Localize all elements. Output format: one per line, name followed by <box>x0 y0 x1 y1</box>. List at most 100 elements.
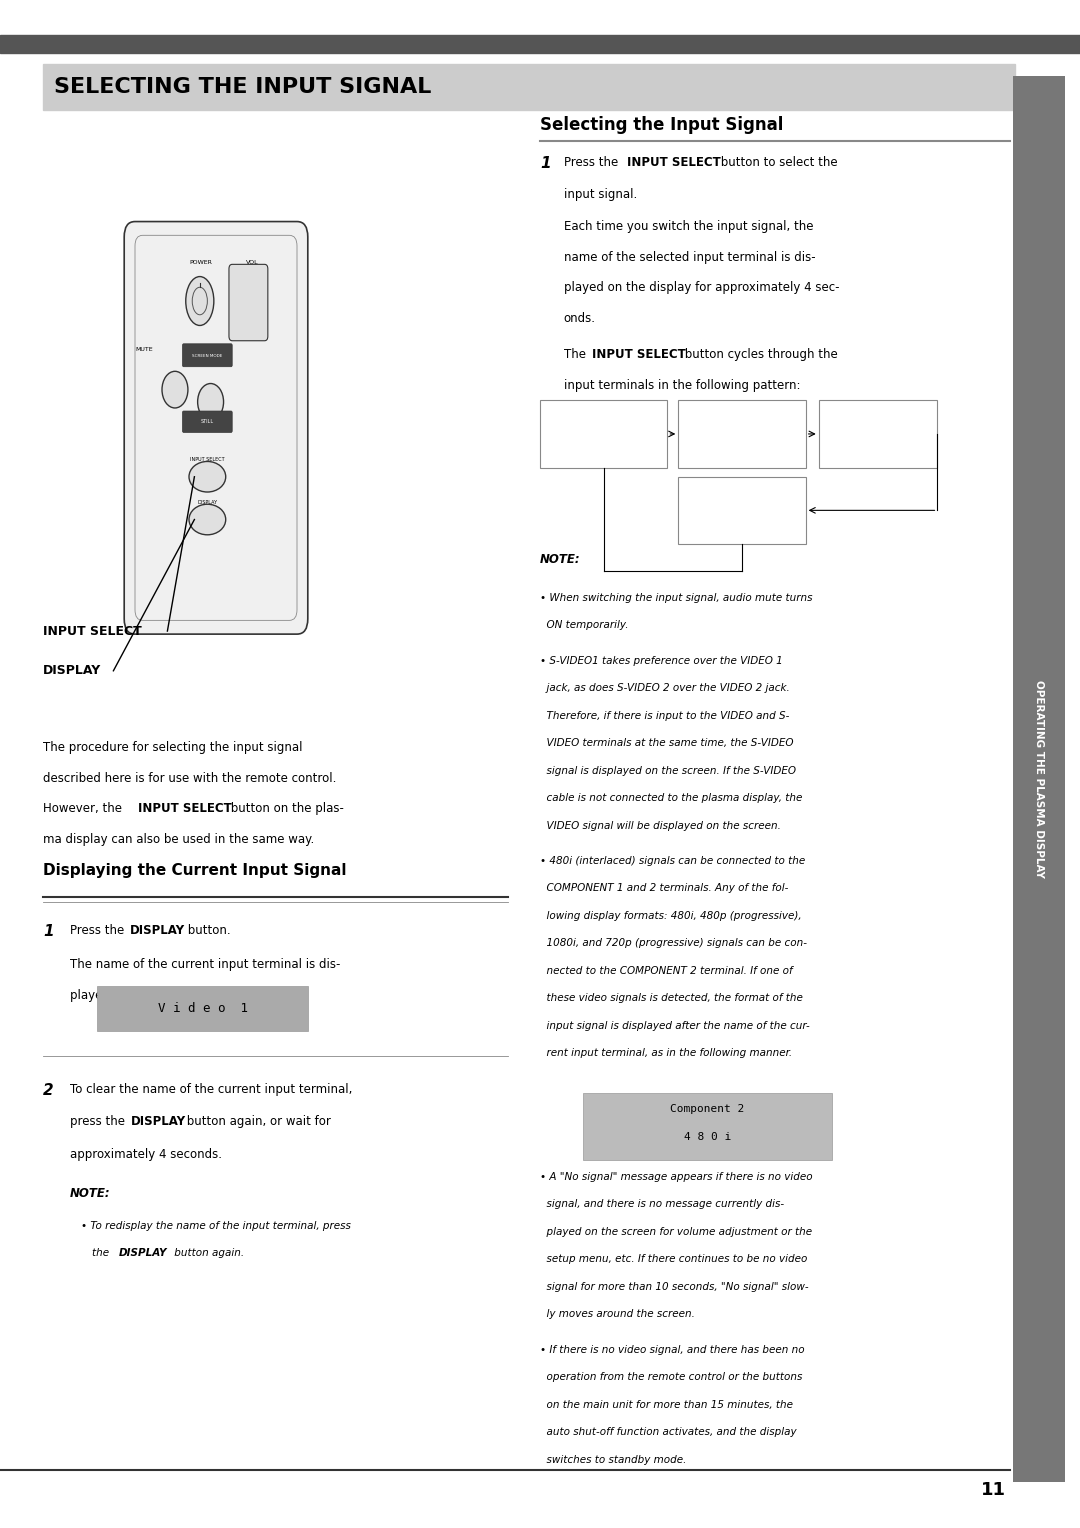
Text: ma display can also be used in the same way.: ma display can also be used in the same … <box>43 833 314 847</box>
Bar <box>678 400 806 468</box>
Text: played on the screen for volume adjustment or the: played on the screen for volume adjustme… <box>540 1227 812 1238</box>
Text: operation from the remote control or the buttons: operation from the remote control or the… <box>540 1372 802 1383</box>
Text: Component 2: Component 2 <box>671 1105 744 1114</box>
Text: • 480i (interlaced) signals can be connected to the: • 480i (interlaced) signals can be conne… <box>540 856 806 866</box>
Text: POWER: POWER <box>189 260 212 264</box>
Text: signal, and there is no message currently dis-: signal, and there is no message currentl… <box>540 1199 784 1210</box>
Text: INPUT SELECT: INPUT SELECT <box>627 156 721 170</box>
Ellipse shape <box>189 504 226 535</box>
Text: OPERATING THE PLASMA DISPLAY: OPERATING THE PLASMA DISPLAY <box>1034 680 1044 879</box>
Text: cable is not connected to the plasma display, the: cable is not connected to the plasma dis… <box>540 793 802 804</box>
FancyBboxPatch shape <box>183 344 232 367</box>
Text: rent input terminal, as in the following manner.: rent input terminal, as in the following… <box>540 1048 792 1059</box>
Text: Each time you switch the input signal, the: Each time you switch the input signal, t… <box>564 220 813 234</box>
Text: onds.: onds. <box>564 312 596 325</box>
Text: • If there is no video signal, and there has been no: • If there is no video signal, and there… <box>540 1345 805 1355</box>
Text: To clear the name of the current input terminal,: To clear the name of the current input t… <box>70 1083 352 1097</box>
Text: played on the screen.: played on the screen. <box>70 989 199 1002</box>
Text: The name of the current input terminal is dis-: The name of the current input terminal i… <box>70 958 340 972</box>
Text: DISPLAY: DISPLAY <box>43 665 102 677</box>
Text: INPUT SELECT: INPUT SELECT <box>592 348 686 362</box>
Text: COMPONENT 1 and 2 terminals. Any of the fol-: COMPONENT 1 and 2 terminals. Any of the … <box>540 883 788 894</box>
Bar <box>0 35 1080 53</box>
Text: DISPLAY: DISPLAY <box>119 1248 167 1259</box>
Text: auto shut-off function activates, and the display: auto shut-off function activates, and th… <box>540 1427 797 1438</box>
Text: Press the: Press the <box>70 924 129 938</box>
Text: jack, as does S-VIDEO 2 over the VIDEO 2 jack.: jack, as does S-VIDEO 2 over the VIDEO 2… <box>540 683 789 694</box>
Text: name of the selected input terminal is dis-: name of the selected input terminal is d… <box>564 251 815 264</box>
Text: Displaying the Current Input Signal: Displaying the Current Input Signal <box>43 863 347 879</box>
Text: button on the plas-: button on the plas- <box>227 802 343 816</box>
Text: The procedure for selecting the input signal: The procedure for selecting the input si… <box>43 741 302 755</box>
FancyBboxPatch shape <box>124 222 308 634</box>
Text: Selecting the Input Signal: Selecting the Input Signal <box>540 116 783 134</box>
Text: However, the: However, the <box>43 802 126 816</box>
Bar <box>540 400 667 468</box>
Text: MUTE: MUTE <box>135 347 152 351</box>
Ellipse shape <box>192 287 207 315</box>
Text: (S-Video 2): (S-Video 2) <box>717 442 767 451</box>
Bar <box>43 64 1015 110</box>
Text: signal is displayed on the screen. If the S-VIDEO: signal is displayed on the screen. If th… <box>540 766 796 776</box>
Text: DISPLAY: DISPLAY <box>198 500 217 504</box>
Text: played on the display for approximately 4 sec-: played on the display for approximately … <box>564 281 839 295</box>
Text: approximately 4 seconds.: approximately 4 seconds. <box>70 1148 222 1161</box>
Text: input signal is displayed after the name of the cur-: input signal is displayed after the name… <box>540 1021 810 1031</box>
Text: • When switching the input signal, audio mute turns: • When switching the input signal, audio… <box>540 593 812 604</box>
FancyBboxPatch shape <box>183 411 232 432</box>
Text: 2: 2 <box>43 1083 54 1099</box>
FancyBboxPatch shape <box>229 264 268 341</box>
Text: • A "No signal" message appears if there is no video: • A "No signal" message appears if there… <box>540 1172 812 1183</box>
Text: VIDEO signal will be displayed on the screen.: VIDEO signal will be displayed on the sc… <box>540 821 781 831</box>
Text: 4 8 0 i: 4 8 0 i <box>684 1132 731 1141</box>
Text: • To redisplay the name of the input terminal, press: • To redisplay the name of the input ter… <box>81 1221 351 1232</box>
Text: INPUT SELECT: INPUT SELECT <box>190 457 225 461</box>
Text: 11: 11 <box>981 1481 1007 1499</box>
Bar <box>678 477 806 544</box>
Text: Component 2: Component 2 <box>708 506 775 515</box>
Text: V i d e o  1: V i d e o 1 <box>158 1002 247 1015</box>
Text: described here is for use with the remote control.: described here is for use with the remot… <box>43 772 337 785</box>
Text: NOTE:: NOTE: <box>70 1187 111 1201</box>
Text: SELECTING THE INPUT SIGNAL: SELECTING THE INPUT SIGNAL <box>54 76 431 98</box>
Text: • S-VIDEO1 takes preference over the VIDEO 1: • S-VIDEO1 takes preference over the VID… <box>540 656 783 666</box>
Ellipse shape <box>186 277 214 325</box>
Text: 1: 1 <box>43 924 54 940</box>
Ellipse shape <box>189 461 226 492</box>
Text: signal for more than 10 seconds, "No signal" slow-: signal for more than 10 seconds, "No sig… <box>540 1282 809 1293</box>
Text: ly moves around the screen.: ly moves around the screen. <box>540 1309 694 1320</box>
Ellipse shape <box>198 384 224 420</box>
Text: Video 2: Video 2 <box>724 420 760 429</box>
Text: ON temporarily.: ON temporarily. <box>540 620 629 631</box>
Text: on the main unit for more than 15 minutes, the: on the main unit for more than 15 minute… <box>540 1400 793 1410</box>
Text: NOTE:: NOTE: <box>540 553 581 567</box>
Text: 1080i, and 720p (progressive) signals can be con-: 1080i, and 720p (progressive) signals ca… <box>540 938 807 949</box>
Text: DISPLAY: DISPLAY <box>130 924 185 938</box>
Text: input terminals in the following pattern:: input terminals in the following pattern… <box>564 379 800 393</box>
Text: setup menu, etc. If there continues to be no video: setup menu, etc. If there continues to b… <box>540 1254 808 1265</box>
Text: STILL: STILL <box>201 419 214 425</box>
Text: button to select the: button to select the <box>717 156 838 170</box>
Text: 1: 1 <box>540 156 551 171</box>
Ellipse shape <box>162 371 188 408</box>
Text: these video signals is detected, the format of the: these video signals is detected, the for… <box>540 993 802 1004</box>
Text: Therefore, if there is input to the VIDEO and S-: Therefore, if there is input to the VIDE… <box>540 711 789 721</box>
Text: Press the: Press the <box>564 156 622 170</box>
Text: the: the <box>92 1248 112 1259</box>
Text: button cycles through the: button cycles through the <box>681 348 838 362</box>
Text: nected to the COMPONENT 2 terminal. If one of: nected to the COMPONENT 2 terminal. If o… <box>540 966 793 976</box>
Text: (S-Video 1): (S-Video 1) <box>579 442 629 451</box>
Text: DISPLAY: DISPLAY <box>131 1115 186 1129</box>
Text: Component 1: Component 1 <box>846 429 910 439</box>
Text: button again.: button again. <box>171 1248 244 1259</box>
Text: lowing display formats: 480i, 480p (progressive),: lowing display formats: 480i, 480p (prog… <box>540 911 801 921</box>
Text: INPUT SELECT: INPUT SELECT <box>43 625 141 637</box>
Text: VOL: VOL <box>246 260 259 264</box>
Text: Video 1: Video 1 <box>585 420 622 429</box>
Text: input signal.: input signal. <box>564 188 637 202</box>
Text: The: The <box>564 348 590 362</box>
Text: button.: button. <box>184 924 230 938</box>
Text: SCREEN MODE: SCREEN MODE <box>192 354 222 358</box>
Text: button again, or wait for: button again, or wait for <box>183 1115 330 1129</box>
Text: switches to standby mode.: switches to standby mode. <box>540 1455 687 1465</box>
